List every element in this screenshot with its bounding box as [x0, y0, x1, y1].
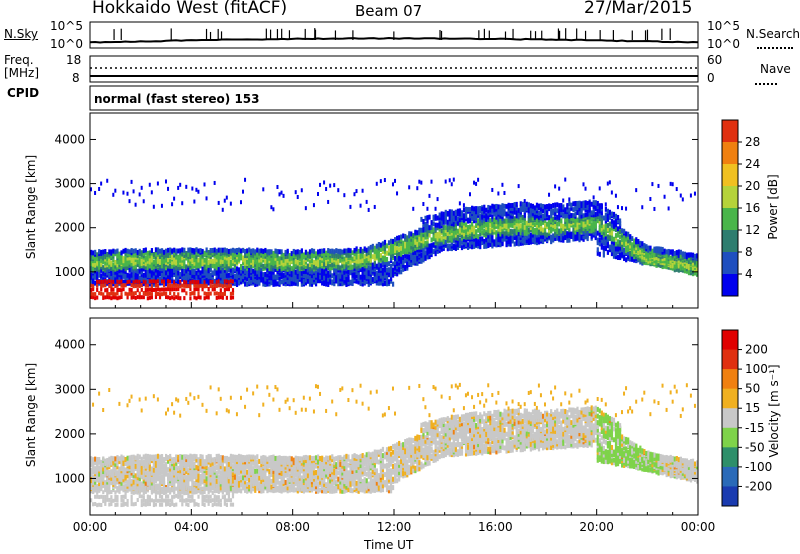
power-ylabel: Slant Range [km] [24, 154, 38, 260]
colorbar-segment [722, 330, 738, 351]
freq-label: Freq. [4, 53, 34, 67]
x-tick-label: 04:00 [174, 520, 209, 534]
x-tick-label: 16:00 [478, 520, 513, 534]
date-title: 27/Mar/2015 [584, 0, 693, 18]
power-scatter [90, 177, 699, 301]
colorbar-segment [722, 369, 738, 390]
colorbar-segment [722, 447, 738, 468]
freq-left-tick-bottom: 8 [72, 71, 80, 85]
noise-right-tick-bottom: 10^0 [707, 37, 740, 51]
power-panel: 4000 3000 2000 1000 [54, 112, 699, 309]
noise-left-tick-top: 10^5 [50, 19, 83, 33]
power-y-ticks: 4000 3000 2000 1000 [54, 132, 698, 279]
colorbar-segment [722, 274, 738, 297]
power-colorbar-label: Power [dB] [766, 174, 780, 240]
colorbar-segment [722, 466, 738, 487]
cpid-label: CPID [7, 86, 40, 100]
y-tick-label: 2000 [54, 427, 85, 441]
colorbar-segment [722, 208, 738, 231]
colorbar-segment [722, 142, 738, 165]
noise-spikes [113, 28, 671, 40]
y-tick-label: 2000 [54, 221, 85, 235]
freq-panel [89, 55, 699, 83]
colorbar-segment [722, 252, 738, 275]
velocity-y-ticks: 4000 3000 2000 1000 [54, 338, 698, 485]
x-tick-label: 00:00 [681, 520, 716, 534]
beam-title: Beam 07 [355, 2, 423, 20]
y-tick-label: 3000 [54, 382, 85, 396]
colorbar-tick-label: 100 [745, 362, 768, 376]
colorbar-segment [722, 388, 738, 409]
x-tick-label: 08:00 [275, 520, 310, 534]
colorbar-tick-label: 16 [745, 201, 760, 215]
colorbar-segment [722, 230, 738, 253]
nsearch-legend-line [757, 47, 793, 49]
power-colorbar: 28 24 20 16 12 8 4 [721, 119, 760, 297]
colorbar-tick-label: -100 [745, 460, 772, 474]
x-tick-label: 20:00 [579, 520, 614, 534]
cpid-mode-text: normal (fast stereo) 153 [94, 92, 260, 106]
colorbar-segment [722, 408, 738, 429]
velocity-scatter [90, 382, 699, 508]
colorbar-tick-label: 8 [745, 245, 753, 259]
nave-label: Nave [760, 62, 791, 76]
colorbar-tick-label: 4 [745, 267, 753, 281]
y-tick-label: 4000 [54, 338, 85, 352]
y-tick-label: 4000 [54, 132, 85, 146]
colorbar-tick-label: 200 [745, 343, 768, 357]
velocity-panel: 4000 3000 2000 1000 00:00 04:00 08:00 12:00 16:… [54, 317, 716, 534]
station-title: Hokkaido West (fitACF) [92, 0, 288, 18]
colorbar-tick-label: -50 [745, 440, 765, 454]
nsearch-label: N.Search [746, 27, 800, 41]
freq-right-tick-bottom: 0 [707, 71, 715, 85]
colorbar-segment [722, 120, 738, 143]
power-x-ticks [89, 302, 699, 308]
colorbar-tick-label: 50 [745, 382, 760, 396]
colorbar-tick-label: -200 [745, 479, 772, 493]
freq-left-tick-top: 18 [66, 53, 82, 67]
noise-panel [89, 21, 699, 49]
colorbar-segment [722, 427, 738, 448]
y-tick-label: 1000 [54, 265, 85, 279]
noise-right-tick-top: 10^5 [707, 19, 740, 33]
colorbar-tick-label: 24 [745, 157, 760, 171]
nsky-label: N.Sky [4, 27, 39, 41]
freq-right-tick-top: 60 [707, 53, 723, 67]
colorbar-segment [722, 486, 738, 507]
noise-left-tick-bottom: 10^0 [50, 37, 83, 51]
cpid-box [89, 85, 699, 111]
y-tick-label: 3000 [54, 177, 85, 191]
velocity-ylabel: Slant Range [km] [24, 362, 38, 468]
colorbar-segment [722, 164, 738, 187]
x-axis-title: Time UT [364, 538, 414, 552]
velocity-colorbar: 200 100 50 15 -15 -50 -100 -200 [721, 329, 772, 507]
colorbar-tick-label: -15 [745, 421, 765, 435]
freq-unit-label: [MHz] [4, 66, 40, 80]
colorbar-tick-label: 20 [745, 179, 760, 193]
x-tick-label: 00:00 [73, 520, 108, 534]
x-tick-label: 12:00 [377, 520, 412, 534]
colorbar-tick-label: 15 [745, 401, 760, 415]
nave-legend-line [755, 83, 777, 85]
colorbar-tick-label: 28 [745, 135, 760, 149]
colorbar-segment [722, 186, 738, 209]
colorbar-tick-label: 12 [745, 223, 760, 237]
velocity-x-ticks: 00:00 04:00 08:00 12:00 16:00 20:00 00:00 [73, 509, 716, 534]
velocity-colorbar-label: Velocity [m s⁻¹] [767, 364, 781, 458]
colorbar-segment [722, 349, 738, 370]
y-tick-label: 1000 [54, 471, 85, 485]
